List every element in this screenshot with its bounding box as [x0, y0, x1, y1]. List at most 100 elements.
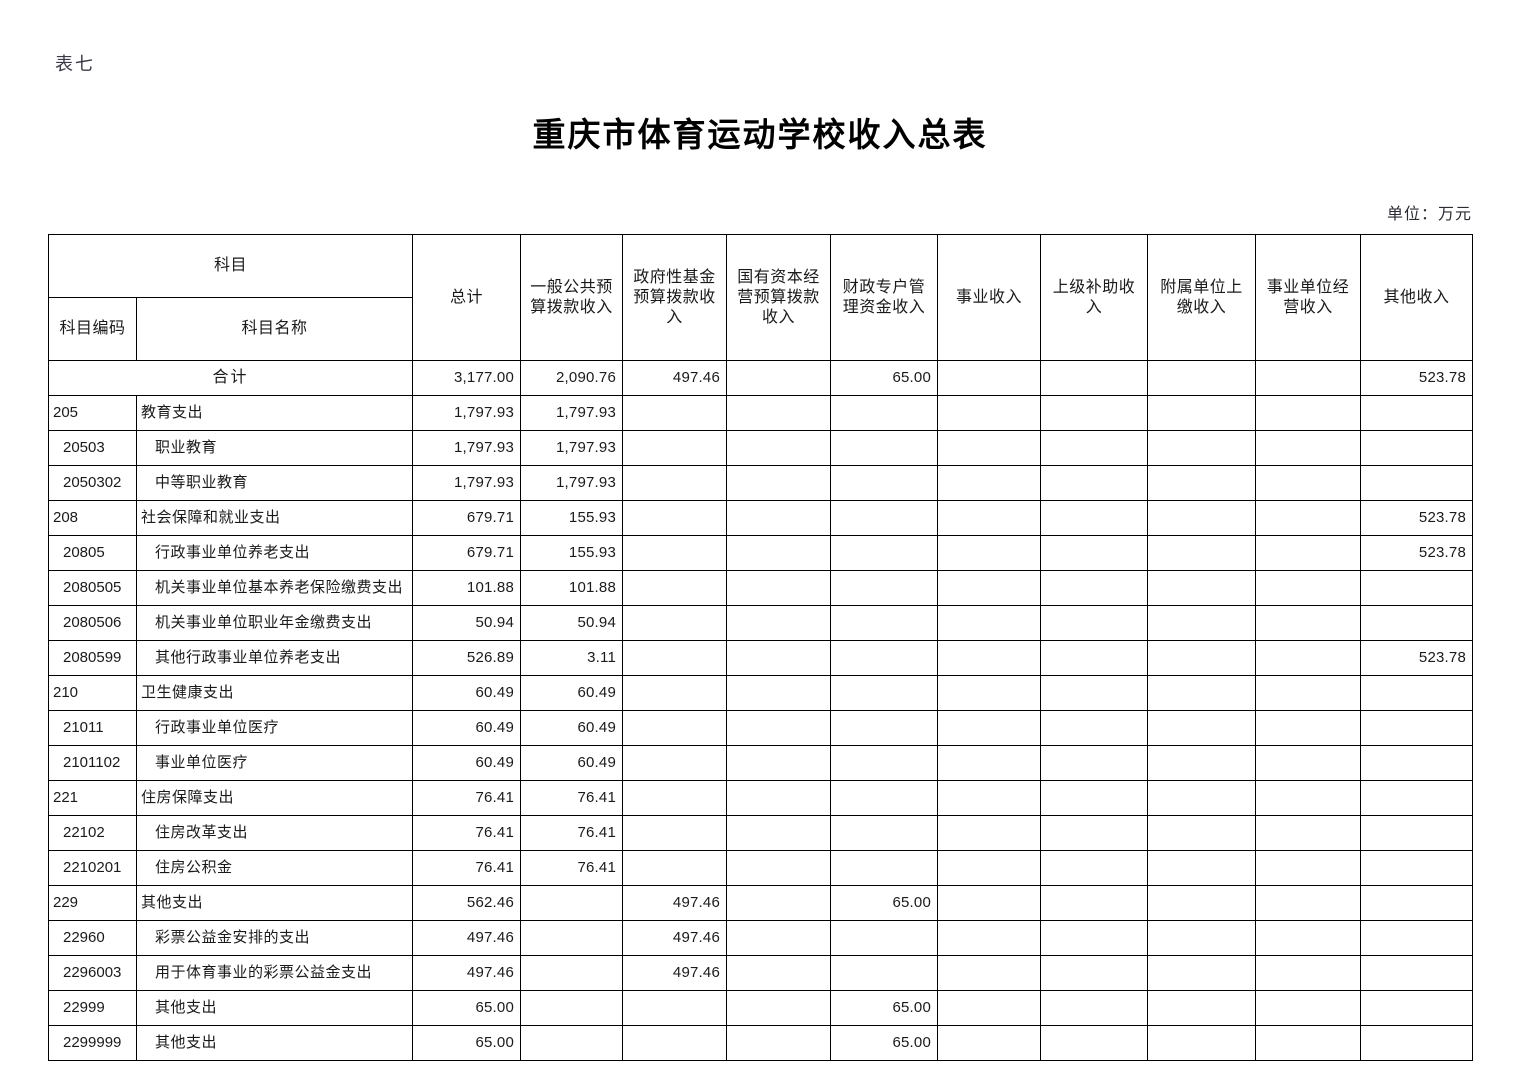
cell-superior-subsidy-income [1040, 955, 1149, 991]
header-general-public-budget: 一般公共预算拨款收入 [520, 234, 624, 361]
header-row-bottom: 科目编码 科目名称 [48, 297, 1473, 361]
table-row: 221 住房保障支出 76.41 76.41 [48, 780, 1474, 816]
header-superior-subsidy-income: 上级补助收入 [1040, 234, 1149, 361]
cell-total-total: 3,177.00 [412, 360, 522, 396]
cell-business-income [937, 955, 1042, 991]
cell-subject-code: 22960 [48, 920, 137, 956]
cell-subject-code: 2080505 [48, 570, 137, 606]
cell-subject-code: 2299999 [48, 1025, 137, 1061]
cell-government-fund-budget: 497.46 [622, 920, 728, 956]
header-subject-group: 科目 [47, 234, 414, 298]
cell-government-fund-budget [622, 570, 728, 606]
cell-affiliated-unit-remittance [1147, 605, 1257, 641]
cell-institution-operating-income [1255, 535, 1362, 571]
cell-institution-operating-income [1255, 500, 1362, 536]
cell-state-capital-budget [726, 745, 832, 781]
cell-institution-operating-income [1255, 745, 1362, 781]
cell-other-income [1360, 955, 1474, 991]
cell-business-income [937, 885, 1042, 921]
cell-other-income [1360, 815, 1474, 851]
cell-affiliated-unit-remittance [1147, 535, 1257, 571]
cell-total-special-account-funds: 65.00 [830, 360, 939, 396]
cell-state-capital-budget [726, 605, 832, 641]
cell-total-affiliated-unit-remittance [1147, 360, 1257, 396]
cell-business-income [937, 535, 1042, 571]
cell-government-fund-budget: 497.46 [622, 955, 728, 991]
cell-total: 76.41 [412, 850, 522, 886]
cell-total: 60.49 [412, 675, 522, 711]
table-row-total: 合计 3,177.00 2,090.76 497.46 65.00 523.78 [47, 360, 1474, 396]
cell-business-income [937, 745, 1042, 781]
cell-general-public-budget: 60.49 [520, 675, 624, 711]
cell-state-capital-budget [726, 990, 832, 1026]
cell-institution-operating-income [1255, 885, 1362, 921]
cell-special-account-funds [830, 570, 939, 606]
cell-state-capital-budget [726, 430, 832, 466]
cell-special-account-funds [830, 920, 939, 956]
header-business-income: 事业收入 [937, 234, 1042, 361]
cell-business-income [937, 850, 1042, 886]
cell-special-account-funds: 65.00 [830, 1025, 939, 1061]
cell-total: 679.71 [412, 535, 522, 571]
cell-institution-operating-income [1255, 710, 1362, 746]
header-other-income: 其他收入 [1360, 234, 1474, 361]
cell-total: 526.89 [412, 640, 522, 676]
cell-business-income [937, 640, 1042, 676]
cell-affiliated-unit-remittance [1147, 1025, 1257, 1061]
table-row: 20503 职业教育 1,797.93 1,797.93 [48, 430, 1474, 466]
cell-special-account-funds [830, 605, 939, 641]
cell-business-income [937, 465, 1042, 501]
table-row: 2296003 用于体育事业的彩票公益金支出 497.46 497.46 [48, 955, 1474, 991]
cell-state-capital-budget [726, 640, 832, 676]
cell-subject-name: 社会保障和就业支出 [135, 500, 414, 536]
cell-other-income [1360, 850, 1474, 886]
cell-affiliated-unit-remittance [1147, 920, 1257, 956]
cell-state-capital-budget [726, 710, 832, 746]
header-institution-operating-income: 事业单位经营收入 [1255, 234, 1362, 361]
cell-institution-operating-income [1255, 850, 1362, 886]
cell-state-capital-budget [726, 500, 832, 536]
cell-total: 60.49 [412, 710, 522, 746]
cell-state-capital-budget [726, 465, 832, 501]
cell-government-fund-budget [622, 395, 728, 431]
cell-subject-code: 21011 [48, 710, 137, 746]
cell-business-income [937, 1025, 1042, 1061]
cell-subject-name: 行政事业单位医疗 [135, 710, 414, 746]
cell-government-fund-budget [622, 815, 728, 851]
cell-business-income [937, 780, 1042, 816]
cell-total-government-fund-budget: 497.46 [622, 360, 728, 396]
cell-superior-subsidy-income [1040, 885, 1149, 921]
cell-affiliated-unit-remittance [1147, 990, 1257, 1026]
cell-business-income [937, 605, 1042, 641]
cell-special-account-funds: 65.00 [830, 885, 939, 921]
cell-state-capital-budget [726, 920, 832, 956]
cell-other-income [1360, 675, 1474, 711]
cell-subject-name: 机关事业单位基本养老保险缴费支出 [135, 570, 414, 606]
cell-business-income [937, 815, 1042, 851]
cell-special-account-funds [830, 500, 939, 536]
cell-subject-name: 事业单位医疗 [135, 745, 414, 781]
cell-other-income [1360, 465, 1474, 501]
cell-institution-operating-income [1255, 430, 1362, 466]
cell-government-fund-budget [622, 640, 728, 676]
cell-state-capital-budget [726, 395, 832, 431]
cell-total: 562.46 [412, 885, 522, 921]
header-total: 总计 [412, 234, 522, 361]
cell-affiliated-unit-remittance [1147, 745, 1257, 781]
cell-affiliated-unit-remittance [1147, 570, 1257, 606]
table-header: 科目 总计 一般公共预算拨款收入 政府性基金预算拨款收入 国有资本经营预算拨款收… [47, 234, 1474, 361]
cell-business-income [937, 990, 1042, 1026]
cell-institution-operating-income [1255, 675, 1362, 711]
cell-total: 65.00 [412, 990, 522, 1026]
cell-superior-subsidy-income [1040, 1025, 1149, 1061]
cell-total-institution-operating-income [1255, 360, 1362, 396]
cell-general-public-budget [520, 1025, 624, 1061]
cell-subject-code: 20805 [48, 535, 137, 571]
cell-other-income [1360, 780, 1474, 816]
cell-affiliated-unit-remittance [1147, 710, 1257, 746]
table-row: 20805 行政事业单位养老支出 679.71 155.93 523.78 [48, 535, 1474, 571]
cell-subject-name: 机关事业单位职业年金缴费支出 [135, 605, 414, 641]
cell-special-account-funds [830, 850, 939, 886]
cell-general-public-budget [520, 990, 624, 1026]
cell-total: 1,797.93 [412, 395, 522, 431]
